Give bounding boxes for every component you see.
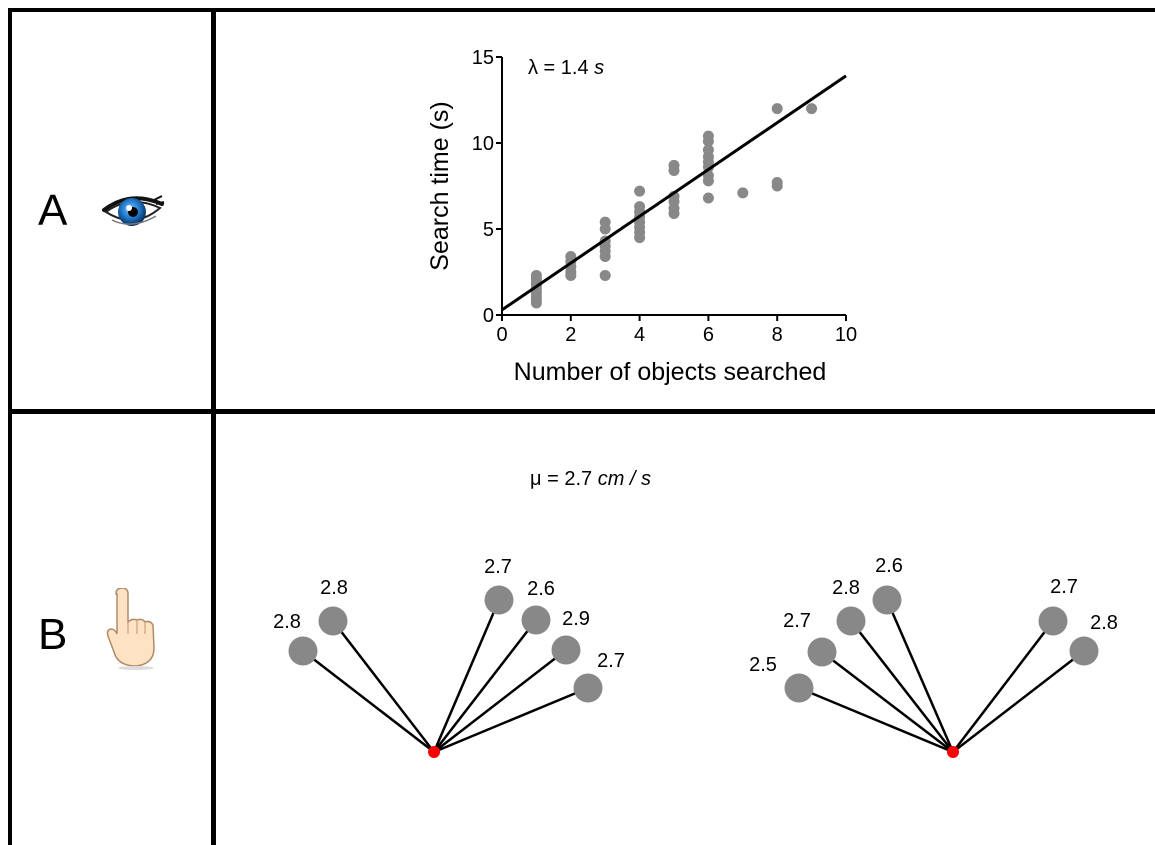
row-divider <box>8 409 1155 414</box>
data-point <box>599 269 611 281</box>
x-axis-title: Number of objects searched <box>514 358 827 386</box>
target-node <box>1038 606 1068 636</box>
x-tick-label: 8 <box>772 324 783 346</box>
data-point <box>668 159 680 171</box>
target-node <box>318 606 348 636</box>
reach-path-line <box>850 620 954 753</box>
regression-line <box>501 74 847 312</box>
reach-path-line <box>798 686 954 754</box>
data-point <box>771 177 783 189</box>
data-point <box>771 103 783 115</box>
row-a-label: A <box>38 186 68 235</box>
row-b-label: B <box>38 610 68 659</box>
pointing-hand-icon <box>106 588 155 670</box>
target-speed-label: 2.7 <box>783 610 811 632</box>
data-point <box>565 251 577 263</box>
target-speed-label: 2.7 <box>597 650 625 672</box>
reach-path-line <box>433 686 589 754</box>
reach-path-line <box>332 620 435 753</box>
mu-unit: cm / s <box>597 468 652 490</box>
data-point <box>599 216 611 228</box>
target-speed-label: 2.9 <box>562 608 590 630</box>
target-node <box>521 605 551 635</box>
data-point <box>702 144 714 156</box>
x-tick-label: 6 <box>703 324 714 346</box>
data-point <box>634 201 646 213</box>
reach-path-line <box>885 599 955 753</box>
data-point <box>530 269 542 281</box>
eye-icon <box>102 195 165 226</box>
mu-symbol: μ <box>530 468 542 490</box>
data-point <box>702 130 714 142</box>
target-speed-label: 2.8 <box>1090 612 1118 634</box>
reach-path-line <box>433 619 537 753</box>
column-divider <box>211 8 216 845</box>
y-tick-label: 0 <box>483 305 494 327</box>
x-tick-label: 10 <box>835 324 857 346</box>
lambda-symbol: λ = 1.4 <box>528 57 594 79</box>
target-speed-label: 2.8 <box>273 611 301 633</box>
target-node <box>551 635 581 665</box>
data-point <box>737 187 749 199</box>
target-node <box>573 673 603 703</box>
mu-equals: = <box>547 468 559 490</box>
lambda-unit: s <box>594 57 604 79</box>
data-point <box>806 103 818 115</box>
y-tick-label: 5 <box>483 219 494 241</box>
reach-path-line <box>821 651 954 753</box>
y-tick-label: 10 <box>472 133 494 155</box>
target-node <box>807 637 837 667</box>
start-point <box>947 746 959 758</box>
target-speed-label: 2.7 <box>1050 576 1078 598</box>
mu-annotation: μ = 2.7 cm / s <box>530 468 651 491</box>
reach-diagram: 2.8 2.8 2.7 2.6 2.9 2.7 2.5 2.7 2.8 2.6 2.7 2.8 <box>273 555 1118 758</box>
target-node <box>484 585 514 615</box>
x-tick-label: 0 <box>496 324 507 346</box>
outer-top-border <box>8 8 1155 12</box>
reach-path-line <box>302 650 435 753</box>
reach-path-line <box>432 599 501 753</box>
reach-path-line <box>952 620 1054 753</box>
start-point <box>428 746 440 758</box>
target-speed-label: 2.8 <box>320 577 348 599</box>
target-node <box>872 585 902 615</box>
x-tick-label: 4 <box>634 324 645 346</box>
reach-path-line <box>952 650 1085 753</box>
data-point <box>702 192 714 204</box>
mu-value: 2.7 <box>564 468 593 490</box>
target-speed-label: 2.8 <box>832 577 860 599</box>
search-time-chart: 0 2 4 6 8 10 0 5 10 15 Number of objects searched S… <box>426 47 857 386</box>
target-speed-label: 2.5 <box>749 654 777 676</box>
outer-left-border <box>8 8 12 845</box>
reach-path-line <box>433 649 567 753</box>
target-speed-label: 2.7 <box>484 556 512 578</box>
target-node <box>288 636 318 666</box>
target-node <box>836 606 866 636</box>
y-axis-title: Search time (s) <box>426 101 454 270</box>
target-node <box>1069 636 1099 666</box>
target-speed-label: 2.6 <box>875 555 903 577</box>
target-speed-label: 2.6 <box>527 578 555 600</box>
lambda-annotation: λ = 1.4 s <box>528 57 604 79</box>
x-tick-label: 2 <box>565 324 576 346</box>
y-tick-label: 15 <box>472 47 494 69</box>
data-point <box>634 185 646 197</box>
target-node <box>784 673 814 703</box>
